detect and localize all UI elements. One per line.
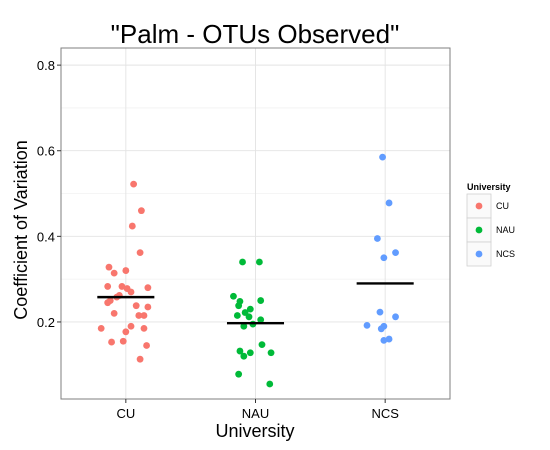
data-point [144, 284, 152, 292]
data-point [246, 305, 254, 313]
x-tick-label: NCS [371, 406, 399, 421]
data-point [144, 303, 152, 311]
data-point [377, 325, 385, 333]
legend-title: University [467, 182, 511, 192]
legend-label: NCS [496, 249, 515, 259]
x-tick-label: NAU [242, 406, 269, 421]
data-point [128, 222, 136, 230]
data-point [110, 269, 118, 277]
data-point [136, 249, 144, 257]
data-point [245, 313, 253, 321]
data-point [392, 249, 399, 257]
data-point [246, 349, 254, 357]
data-point [257, 297, 265, 304]
data-point [255, 258, 263, 266]
data-point [233, 312, 241, 319]
x-axis-title: University [215, 421, 294, 441]
x-tick-label: CU [116, 406, 135, 421]
data-point [236, 347, 244, 355]
legend-label: CU [496, 201, 509, 211]
data-point [267, 349, 275, 357]
legend: University CU NAU NCS [466, 182, 515, 267]
data-point [140, 324, 148, 332]
data-point [240, 352, 248, 360]
data-point [230, 292, 237, 300]
plot-area [61, 48, 450, 399]
y-tick-label: 0.6 [37, 144, 55, 159]
legend-swatch [475, 202, 483, 210]
data-point [137, 207, 145, 215]
data-point [135, 312, 143, 319]
data-point [235, 370, 243, 378]
data-point [385, 335, 393, 343]
data-point [108, 338, 115, 346]
data-point [363, 321, 371, 329]
data-point [104, 299, 112, 307]
series-ncs [363, 153, 399, 344]
y-tick-label: 0.4 [37, 229, 55, 244]
data-point [257, 316, 265, 324]
chart-title: "Palm - OTUs Observed" [111, 19, 400, 49]
data-point [235, 302, 243, 310]
data-point [136, 355, 144, 363]
data-point [376, 308, 384, 316]
data-point [392, 313, 399, 321]
data-point [127, 288, 135, 296]
data-point [380, 254, 388, 262]
legend-items: CU NAU NCS [466, 193, 515, 267]
data-point [140, 312, 148, 319]
data-point [266, 380, 274, 388]
data-point [380, 336, 388, 344]
data-point [104, 283, 112, 290]
data-point [110, 309, 118, 317]
legend-swatch [475, 250, 483, 258]
data-point [122, 328, 130, 336]
series-cu [97, 180, 152, 363]
y-axis-title: Coefficient of Variation [11, 140, 31, 319]
data-point [379, 153, 386, 161]
y-tick-label: 0.2 [37, 315, 55, 330]
data-point [385, 199, 393, 207]
axes: 0.2 0.4 0.6 0.8 CU NAU NCS [37, 47, 451, 421]
data-point [132, 302, 140, 310]
y-tick-label: 0.8 [37, 58, 55, 73]
data-point [118, 283, 126, 290]
data-point [105, 263, 113, 271]
data-point [373, 235, 381, 242]
data-point [130, 180, 138, 188]
series-nau [230, 258, 275, 388]
data-point [258, 341, 266, 349]
legend-swatch [475, 226, 483, 234]
data-point [97, 324, 105, 332]
data-point [239, 258, 246, 266]
data-point [240, 322, 248, 330]
data-point [122, 267, 130, 274]
legend-label: NAU [496, 225, 515, 235]
data-point [143, 342, 150, 349]
data-point [119, 337, 127, 345]
data-point [127, 322, 135, 330]
